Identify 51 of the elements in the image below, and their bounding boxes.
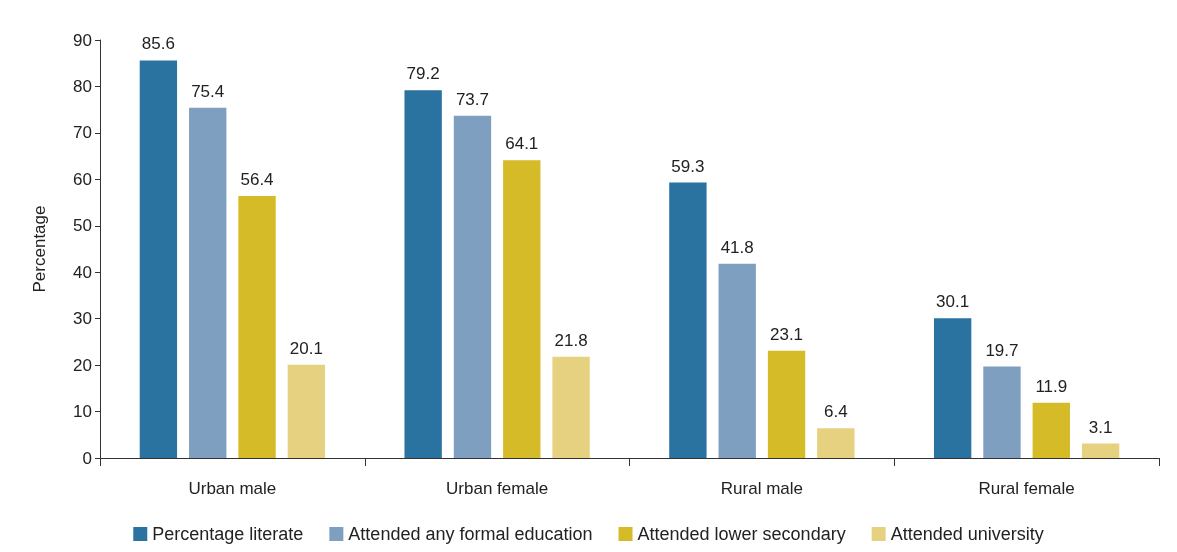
y-tick-label: 0 [82,448,92,468]
bar [453,115,492,458]
x-tick-label: Rural male [720,479,803,498]
bar [817,428,855,458]
x-tick-label: Urban female [446,479,549,498]
y-tick-label: 10 [73,402,92,422]
legend-label: Attended any formal education [348,524,593,544]
y-tick-label: 50 [73,216,92,236]
data-label: 85.6 [141,34,175,54]
y-tick-label: 70 [73,123,92,143]
y-tick-label: 90 [73,30,92,50]
data-label: 23.1 [769,324,804,344]
y-tick-label: 80 [73,76,92,96]
data-label: 79.2 [406,64,440,84]
y-tick-label: 40 [73,262,92,282]
data-label: 21.8 [554,330,588,350]
bar [139,60,178,458]
data-label: 19.7 [985,340,1019,360]
x-tick-label: Rural female [978,479,1075,498]
data-label: 64.1 [505,134,539,154]
y-tick-label: 20 [73,355,92,375]
bar [767,350,806,458]
data-label: 56.4 [240,170,274,190]
bar [933,318,972,458]
bar [1081,443,1120,458]
bar [404,90,442,458]
data-label: 30.1 [936,292,970,312]
bar [983,366,1021,458]
bar [503,160,541,458]
bar [1032,402,1070,458]
data-label: 20.1 [289,338,323,358]
bar [669,182,707,458]
data-label: 6.4 [824,402,848,422]
x-tick-label: Urban male [188,479,277,498]
data-label: 75.4 [191,81,225,101]
legend-label: Attended university [890,524,1044,544]
y-axis-title: Percentage [30,205,49,293]
data-label: 11.9 [1035,376,1068,396]
data-label: 73.7 [455,89,490,109]
data-label: 41.8 [720,237,754,257]
y-tick-label: 30 [73,309,92,329]
bar [238,196,276,458]
data-label: 3.1 [1088,417,1113,437]
bar [552,356,590,458]
legend-label: Attended lower secondary [637,524,846,544]
bar [189,107,227,458]
bar [287,364,326,458]
bar [718,263,756,458]
data-label: 59.3 [671,156,705,176]
y-tick-label: 60 [73,169,92,189]
legend-label: Percentage literate [152,524,304,544]
